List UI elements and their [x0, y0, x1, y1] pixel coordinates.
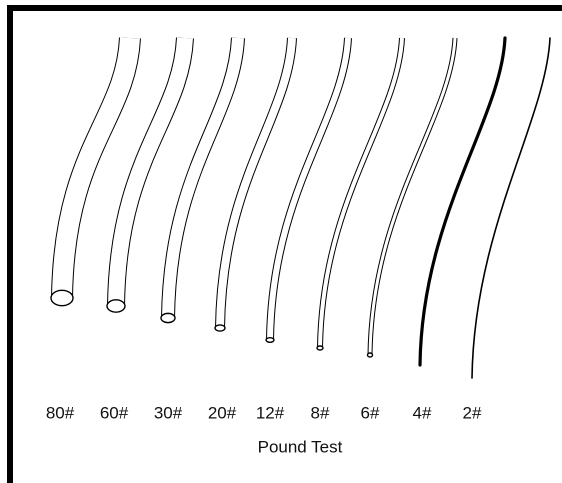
line-samples — [50, 36, 551, 379]
label: 12# — [256, 403, 285, 422]
tube-inner — [318, 37, 404, 349]
caption: Pound Test — [258, 437, 343, 456]
tube-end — [366, 352, 374, 358]
top-border — [7, 5, 562, 11]
line-sample — [106, 37, 194, 313]
tube-end — [214, 324, 226, 332]
line-sample — [418, 36, 507, 367]
tube-inner — [216, 37, 296, 329]
line-sample — [50, 37, 141, 307]
tube-inner — [368, 37, 457, 356]
label: 80# — [46, 403, 75, 422]
tube-end — [265, 336, 275, 344]
tube-inner — [267, 37, 351, 341]
tube-end — [50, 289, 74, 307]
left-border — [7, 5, 13, 483]
line-sample — [366, 37, 458, 358]
line-sample — [265, 37, 352, 344]
line — [418, 36, 507, 367]
tube-end — [160, 312, 176, 324]
line-sample — [316, 37, 405, 351]
tube-end — [106, 299, 126, 313]
line-sample — [160, 37, 245, 324]
tube-end — [316, 345, 324, 351]
label: 60# — [100, 403, 129, 422]
label: 4# — [413, 403, 432, 422]
line-sample — [471, 37, 551, 379]
line-sample — [214, 37, 297, 332]
label: 8# — [311, 403, 330, 422]
label-row: 80# 60# 30# 20# 12# 8# 6# 4# 2# — [46, 403, 482, 422]
label: 30# — [154, 403, 183, 422]
label: 2# — [463, 403, 482, 422]
tube-inner — [162, 37, 244, 319]
tube-inner — [52, 37, 140, 299]
label: 6# — [361, 403, 380, 422]
label: 20# — [208, 403, 237, 422]
line — [471, 37, 551, 379]
tube-inner — [108, 37, 193, 307]
